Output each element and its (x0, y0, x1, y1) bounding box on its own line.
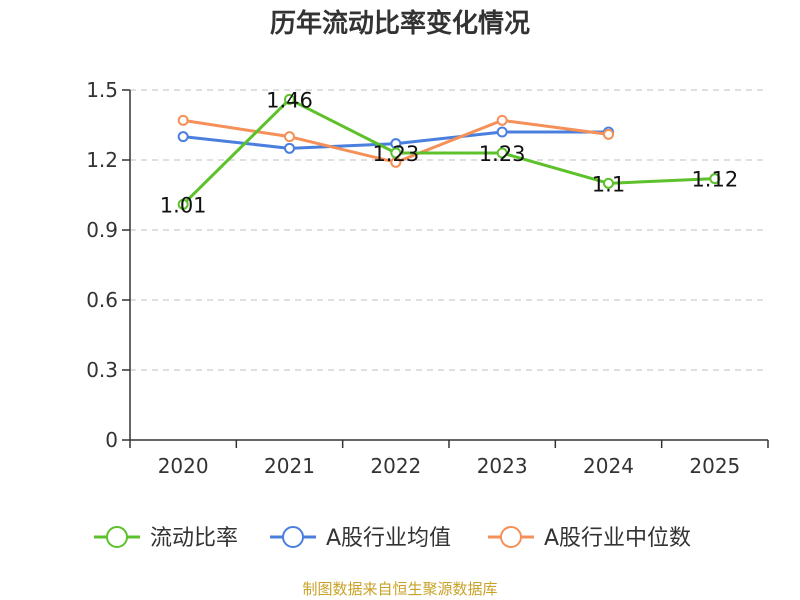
data-label: 1.23 (479, 142, 526, 166)
legend: 流动比率 A股行业均值 A股行业中位数 (94, 526, 691, 551)
grid-lines (130, 89, 768, 371)
x-tick-label: 2021 (264, 454, 315, 478)
legend-marker (500, 526, 522, 548)
data-label: 1.12 (691, 168, 738, 192)
legend-marker (282, 526, 304, 548)
data-point (284, 142, 295, 154)
legend-label: A股行业中位数 (544, 526, 691, 551)
chart-title: 历年流动比率变化情况 (270, 8, 530, 39)
data-point (496, 147, 508, 159)
data-point (496, 126, 508, 138)
data-label: 1.1 (592, 172, 625, 196)
data-point (177, 198, 189, 210)
data-point (284, 93, 295, 105)
data-point (709, 173, 721, 185)
x-tick-label: 2022 (370, 454, 421, 478)
data-point (603, 177, 614, 189)
data-point (284, 131, 295, 143)
y-tick-label: 1.2 (86, 148, 118, 172)
x-tick-label: 2024 (583, 454, 634, 478)
series-layer (177, 93, 721, 210)
y-tick-label: 0.3 (86, 358, 118, 382)
axes: 0 0.3 0.6 0.9 1.2 1.5 2020 2021 2022 2023 2024 2025 (86, 78, 769, 478)
data-point (177, 114, 189, 126)
data-point (496, 114, 508, 126)
source-note: 制图数据来自恒生聚源数据库 (302, 580, 497, 598)
data-labels: 1.01 1.46 1.23 1.23 1.1 1.12 (160, 88, 738, 217)
y-tick-label: 0.9 (86, 218, 118, 242)
legend-item: A股行业均值 (270, 526, 451, 551)
x-tick-label: 2023 (477, 454, 528, 478)
y-tick-label: 0 (105, 428, 118, 452)
x-tick-label: 2020 (158, 454, 209, 478)
legend-item: 流动比率 (94, 526, 238, 551)
x-tick-label: 2025 (689, 454, 740, 478)
y-tick-label: 0.6 (86, 288, 118, 312)
legend-marker (106, 526, 128, 548)
series-line-0 (182, 97, 715, 206)
legend-label: A股行业均值 (326, 526, 451, 551)
legend-label: 流动比率 (150, 526, 238, 551)
data-point (603, 128, 614, 140)
data-point (177, 131, 189, 143)
data-label: 1.01 (160, 193, 207, 217)
data-label: 1.46 (266, 88, 313, 112)
data-point (390, 147, 402, 159)
y-tick-label: 1.5 (86, 78, 118, 102)
legend-item: A股行业中位数 (488, 526, 691, 551)
data-label: 1.23 (372, 142, 419, 166)
